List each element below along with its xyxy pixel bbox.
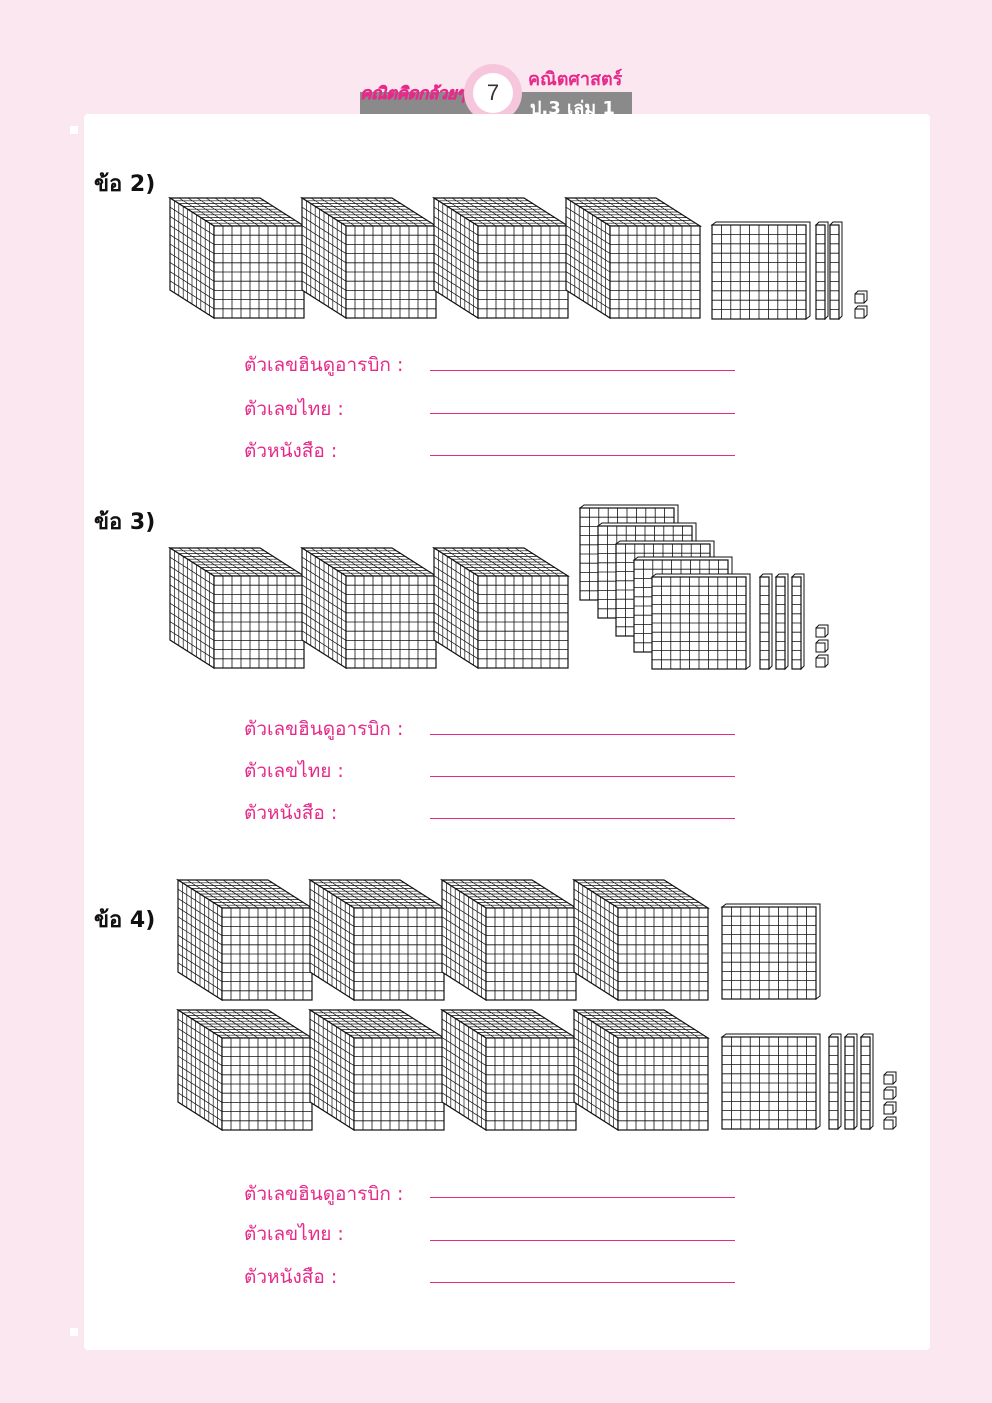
answer-line-words[interactable] — [430, 455, 735, 456]
thousand-cube — [299, 196, 439, 320]
ten-rod — [774, 573, 789, 671]
corner-dot — [922, 126, 930, 134]
answer-label-hindu-arabic: ตัวเลขฮินดูอารบิก : — [244, 1183, 404, 1205]
answer-line-hindu-arabic[interactable] — [430, 734, 735, 735]
page-number-badge: 7 — [464, 64, 522, 122]
one-cube — [815, 639, 829, 653]
answer-label-words: ตัวหนังสือ : — [244, 440, 338, 462]
thousand-cube — [307, 1008, 447, 1132]
hundred-flat — [650, 573, 751, 670]
corner-dot — [70, 1328, 78, 1336]
one-cube — [815, 624, 829, 638]
answer-line-words[interactable] — [430, 1282, 735, 1283]
hundred-flat — [710, 221, 811, 320]
thousand-cube — [431, 546, 571, 670]
one-cube — [883, 1086, 897, 1100]
thousand-cube — [307, 878, 447, 1002]
thousand-cube — [439, 1008, 579, 1132]
ten-rod — [827, 1033, 842, 1131]
thousand-cube — [175, 1008, 315, 1132]
answer-label-hindu-arabic: ตัวเลขฮินดูอารบิก : — [244, 354, 404, 376]
answer-line-thai-numeral[interactable] — [430, 413, 735, 414]
one-cube — [854, 290, 868, 304]
page-number: 7 — [473, 73, 513, 113]
answer-line-hindu-arabic[interactable] — [430, 370, 735, 371]
corner-dot — [922, 1328, 930, 1336]
answer-line-words[interactable] — [430, 818, 735, 819]
answer-label-hindu-arabic: ตัวเลขฮินดูอารบิก : — [244, 718, 404, 740]
question-4-label: ข้อ 4) — [94, 908, 156, 933]
thousand-cube — [299, 546, 439, 670]
answer-label-words: ตัวหนังสือ : — [244, 1266, 338, 1288]
corner-dot — [70, 126, 78, 134]
one-cube — [883, 1116, 897, 1130]
subject-title: คณิตศาสตร์ — [528, 69, 623, 90]
thousand-cube — [571, 878, 711, 1002]
ten-rod — [859, 1033, 874, 1131]
thousand-cube — [571, 1008, 711, 1132]
thousand-cube — [167, 546, 307, 670]
answer-label-words: ตัวหนังสือ : — [244, 802, 338, 824]
question-3-label: ข้อ 3) — [94, 510, 156, 535]
answer-label-thai-numeral: ตัวเลขไทย : — [244, 1223, 344, 1245]
ten-rod — [843, 1033, 858, 1131]
answer-label-thai-numeral: ตัวเลขไทย : — [244, 398, 344, 420]
thousand-cube — [167, 196, 307, 320]
answer-line-thai-numeral[interactable] — [430, 1240, 735, 1241]
one-cube — [883, 1071, 897, 1085]
ten-rod — [758, 573, 773, 671]
thousand-cube — [431, 196, 571, 320]
ten-rod — [814, 221, 829, 321]
grade-label: ป.3 เล่ม 1 — [530, 98, 615, 119]
answer-label-thai-numeral: ตัวเลขไทย : — [244, 760, 344, 782]
answer-line-thai-numeral[interactable] — [430, 776, 735, 777]
one-cube — [883, 1101, 897, 1115]
thousand-cube — [563, 196, 703, 320]
worksheet-panel — [84, 114, 930, 1350]
ten-rod — [828, 221, 843, 321]
thousand-cube — [175, 878, 315, 1002]
one-cube — [854, 305, 868, 319]
hundred-flat — [720, 903, 821, 1000]
question-2-label: ข้อ 2) — [94, 172, 156, 197]
ten-rod — [790, 573, 805, 671]
thousand-cube — [439, 878, 579, 1002]
one-cube — [815, 654, 829, 668]
book-series-title: คณิตคิดกล้วยๆ — [360, 84, 466, 105]
answer-line-hindu-arabic[interactable] — [430, 1197, 735, 1198]
hundred-flat — [720, 1033, 821, 1130]
